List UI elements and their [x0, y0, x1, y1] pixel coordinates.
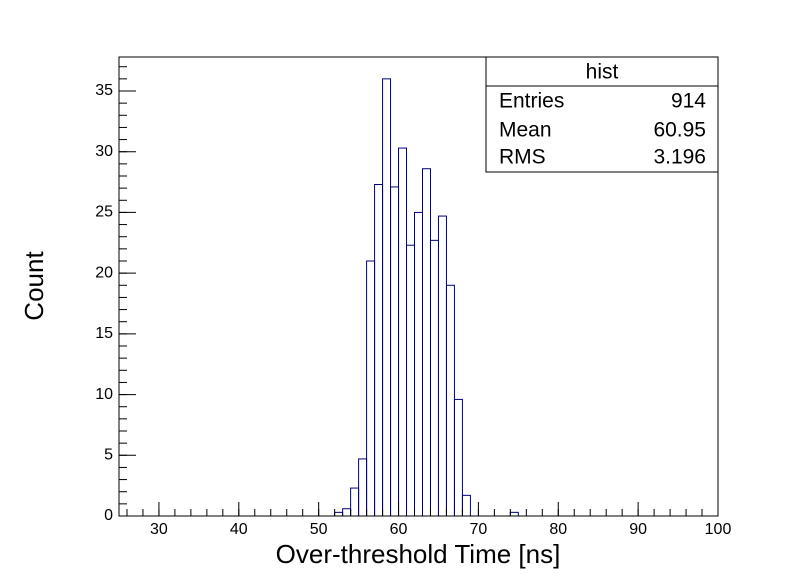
frame	[118, 56, 719, 517]
stats-label: RMS	[499, 146, 546, 169]
y-tick-label: 0	[104, 507, 113, 524]
stats-value: 3.196	[653, 146, 706, 169]
stats-value: 914	[671, 90, 706, 113]
y-tick-label: 10	[95, 386, 113, 403]
x-tick-label: 30	[150, 521, 168, 538]
x-tick-label: 50	[310, 521, 328, 538]
x-tick-label: 70	[470, 521, 488, 538]
x-tick-label: 100	[705, 521, 732, 538]
x-tick-label: 60	[390, 521, 408, 538]
y-axis-label: Count	[19, 251, 49, 321]
x-tick-label: 80	[549, 521, 567, 538]
y-tick-label: 5	[104, 447, 113, 464]
y-tick-label: 35	[95, 82, 113, 99]
y-tick-label: 30	[95, 143, 113, 160]
stats-label: Mean	[499, 119, 552, 142]
x-tick-label: 40	[230, 521, 248, 538]
y-tick-label: 25	[95, 204, 113, 221]
stats-value: 60.95	[653, 119, 706, 142]
y-tick-label: 15	[95, 325, 113, 342]
stats-label: Entries	[499, 90, 564, 113]
y-tick-label: 20	[95, 264, 113, 281]
x-tick-label: 90	[629, 521, 647, 538]
stats-title: hist	[586, 61, 619, 84]
x-axis-label: Over-threshold Time [ns]	[276, 539, 561, 569]
stats-box	[485, 56, 719, 173]
